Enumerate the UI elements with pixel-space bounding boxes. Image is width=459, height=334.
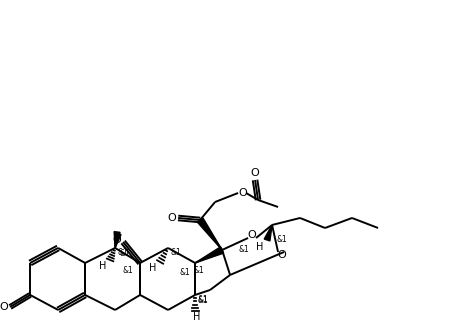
Polygon shape [197, 218, 222, 250]
Text: &1: &1 [193, 267, 204, 276]
Text: &1: &1 [276, 235, 287, 244]
Polygon shape [263, 225, 271, 241]
Text: H: H [256, 242, 263, 252]
Polygon shape [195, 247, 223, 263]
Text: O: O [250, 168, 259, 178]
Text: O: O [238, 188, 247, 198]
Text: &1: &1 [119, 249, 130, 259]
Text: O: O [0, 302, 9, 312]
Text: &1: &1 [238, 245, 249, 255]
Text: &1: &1 [197, 296, 208, 305]
Text: &1: &1 [170, 248, 181, 258]
Text: O: O [112, 235, 121, 245]
Text: H: H [193, 312, 200, 322]
Text: H: H [99, 261, 106, 271]
Text: &1: &1 [197, 297, 208, 306]
Text: H: H [149, 263, 157, 273]
Text: O: O [168, 213, 176, 223]
Text: O: O [247, 230, 256, 240]
Text: &1: &1 [179, 269, 190, 278]
Text: O: O [277, 250, 286, 260]
Polygon shape [115, 233, 121, 248]
Text: &1: &1 [118, 248, 128, 258]
Text: &1: &1 [123, 267, 133, 276]
Polygon shape [114, 231, 120, 248]
